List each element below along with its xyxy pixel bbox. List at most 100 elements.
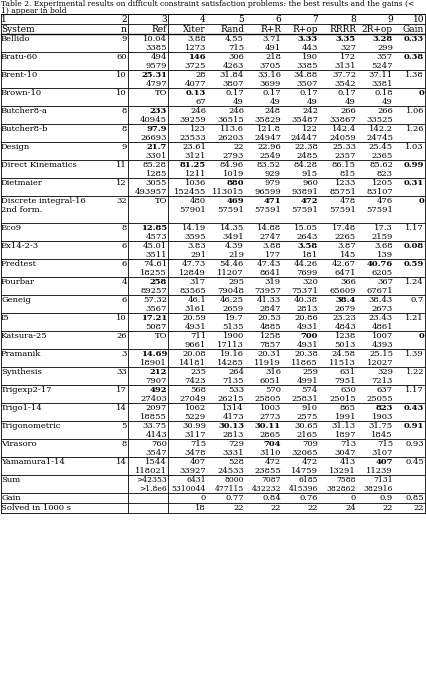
- Text: 3807: 3807: [222, 80, 243, 88]
- Text: 3699: 3699: [259, 80, 280, 88]
- Text: Solved in 1000 s: Solved in 1000 s: [1, 504, 71, 512]
- Text: 1036: 1036: [184, 179, 205, 187]
- Text: 10.04: 10.04: [143, 35, 167, 43]
- Text: 25.33: 25.33: [331, 143, 355, 151]
- Text: 10: 10: [116, 71, 127, 79]
- Text: 319: 319: [264, 278, 280, 286]
- Text: 17.3: 17.3: [373, 224, 392, 232]
- Text: 1.38: 1.38: [404, 71, 423, 79]
- Text: 415396: 415396: [288, 485, 317, 493]
- Text: 33867: 33867: [328, 116, 355, 124]
- Text: 42.67: 42.67: [331, 260, 355, 268]
- Text: 443: 443: [301, 44, 317, 52]
- Text: 715: 715: [376, 440, 392, 448]
- Text: 3567: 3567: [145, 305, 167, 313]
- Text: 38.43: 38.43: [368, 296, 392, 304]
- Text: 20.53: 20.53: [256, 314, 280, 322]
- Text: 121.8: 121.8: [256, 125, 280, 133]
- Text: 96599: 96599: [253, 188, 280, 196]
- Text: 14.35: 14.35: [219, 224, 243, 232]
- Text: 6: 6: [275, 15, 280, 24]
- Text: 478: 478: [339, 197, 355, 205]
- Text: 86.15: 86.15: [331, 161, 355, 169]
- Text: 0.45: 0.45: [404, 458, 423, 466]
- Text: 0.08: 0.08: [403, 242, 423, 250]
- Text: 469: 469: [226, 197, 243, 205]
- Text: 4991: 4991: [296, 377, 317, 385]
- Text: 3385: 3385: [296, 62, 317, 70]
- Text: 7087: 7087: [261, 476, 280, 484]
- Text: 5087: 5087: [145, 323, 167, 331]
- Text: 40.38: 40.38: [293, 296, 317, 304]
- Text: 1233: 1233: [334, 179, 355, 187]
- Text: 865: 865: [339, 404, 355, 412]
- Text: 8: 8: [121, 224, 127, 232]
- Text: 7213: 7213: [371, 377, 392, 385]
- Text: 39259: 39259: [179, 116, 205, 124]
- Text: 8: 8: [121, 125, 127, 133]
- Text: 12027: 12027: [366, 359, 392, 367]
- Text: 528: 528: [227, 458, 243, 466]
- Text: 1.21: 1.21: [404, 314, 423, 322]
- Text: 3331: 3331: [222, 449, 243, 457]
- Text: 0.17: 0.17: [337, 89, 355, 97]
- Text: 4.55: 4.55: [225, 35, 243, 43]
- Text: 37.11: 37.11: [368, 71, 392, 79]
- Text: Xiter: Xiter: [183, 25, 205, 34]
- Text: 23855: 23855: [253, 467, 280, 475]
- Text: System: System: [1, 25, 35, 34]
- Text: 494: 494: [150, 53, 167, 61]
- Text: 6185: 6185: [298, 476, 317, 484]
- Text: 3.68: 3.68: [374, 242, 392, 250]
- Text: 0: 0: [417, 332, 423, 340]
- Text: 11: 11: [116, 161, 127, 169]
- Text: 142.2: 142.2: [368, 125, 392, 133]
- Text: 246: 246: [190, 107, 205, 115]
- Text: 0: 0: [200, 494, 205, 502]
- Text: 32065: 32065: [291, 449, 317, 457]
- Text: 0.93: 0.93: [404, 440, 423, 448]
- Text: 0: 0: [350, 494, 355, 502]
- Text: 14: 14: [116, 458, 127, 466]
- Text: 37.72: 37.72: [331, 71, 355, 79]
- Text: 19.7: 19.7: [225, 314, 243, 322]
- Text: 84.28: 84.28: [293, 161, 317, 169]
- Text: 218: 218: [265, 53, 280, 61]
- Text: 15.05: 15.05: [294, 224, 317, 232]
- Text: Discrete integral-16: Discrete integral-16: [1, 197, 86, 205]
- Text: 8641: 8641: [259, 269, 280, 277]
- Text: 1991: 1991: [334, 413, 355, 421]
- Text: 4: 4: [200, 15, 205, 24]
- Text: 0.99: 0.99: [403, 161, 423, 169]
- Text: 1003: 1003: [259, 404, 280, 412]
- Text: 7857: 7857: [259, 341, 280, 349]
- Text: Virasoro: Virasoro: [1, 440, 37, 448]
- Text: 45.01: 45.01: [143, 242, 167, 250]
- Text: 84.96: 84.96: [219, 161, 243, 169]
- Text: 570: 570: [265, 386, 280, 394]
- Text: 3121: 3121: [184, 152, 205, 160]
- Text: 823: 823: [376, 170, 392, 178]
- Text: Gain: Gain: [402, 25, 423, 34]
- Text: 25.45: 25.45: [368, 143, 392, 151]
- Text: 366: 366: [340, 278, 355, 286]
- Text: 26203: 26203: [217, 134, 243, 142]
- Text: 24.58: 24.58: [331, 350, 355, 358]
- Text: Direct Kinematics: Direct Kinematics: [1, 161, 77, 169]
- Text: 630: 630: [340, 386, 355, 394]
- Text: 367: 367: [376, 278, 392, 286]
- Text: 74.61: 74.61: [143, 260, 167, 268]
- Text: Bellido: Bellido: [1, 35, 30, 43]
- Text: 11239: 11239: [366, 467, 392, 475]
- Text: 22: 22: [307, 504, 317, 512]
- Text: 533: 533: [227, 386, 243, 394]
- Text: 3.88: 3.88: [262, 242, 280, 250]
- Text: 4: 4: [121, 278, 127, 286]
- Text: 2165: 2165: [296, 431, 317, 439]
- Text: 327: 327: [339, 44, 355, 52]
- Text: 57591: 57591: [328, 206, 355, 214]
- Text: 113.6: 113.6: [219, 125, 243, 133]
- Text: 3110: 3110: [259, 449, 280, 457]
- Text: 3117: 3117: [184, 431, 205, 439]
- Text: 14.88: 14.88: [256, 224, 280, 232]
